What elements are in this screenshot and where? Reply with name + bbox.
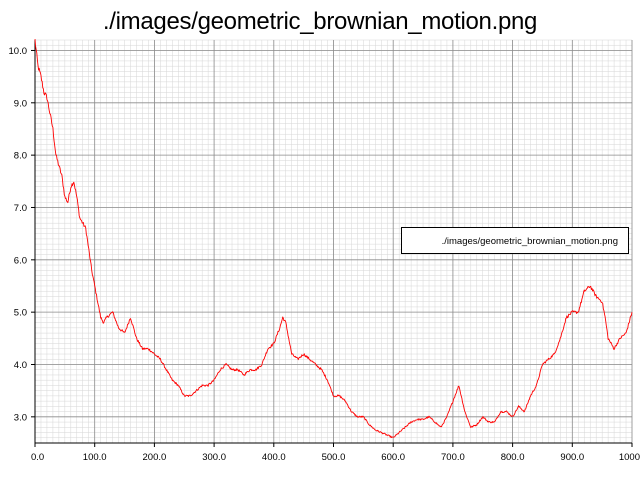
x-tick-label: 600.0 — [381, 452, 405, 463]
y-tick-label: 8.0 — [14, 151, 27, 162]
axis-ticks — [31, 49, 633, 447]
legend-entry: ./images/geometric_brownian_motion.png — [441, 236, 618, 247]
y-tick-label: 6.0 — [14, 255, 27, 266]
x-tick-label: 400.0 — [262, 452, 286, 463]
x-tick-label: 900.0 — [560, 452, 584, 463]
y-tick-label: 10.0 — [9, 46, 28, 57]
x-tick-label: 300.0 — [202, 452, 226, 463]
legend: ./images/geometric_brownian_motion.png — [401, 227, 629, 254]
legend-swatch — [412, 241, 432, 242]
y-tick-label: 7.0 — [14, 203, 27, 214]
series-line — [34, 39, 633, 439]
x-tick-label: 1000 — [619, 452, 640, 463]
x-tick-label: 100.0 — [83, 452, 107, 463]
series-layer — [34, 39, 633, 439]
x-tick-label: 700.0 — [441, 452, 465, 463]
y-tick-label: 4.0 — [14, 360, 27, 371]
chart-title: ./images/geometric_brownian_motion.png — [102, 8, 538, 35]
y-tick-label: 9.0 — [14, 98, 27, 109]
x-tick-label: 500.0 — [322, 452, 346, 463]
y-tick-label: 5.0 — [14, 308, 27, 319]
y-tick-label: 3.0 — [14, 412, 27, 423]
x-tick-label: 800.0 — [501, 452, 525, 463]
x-tick-label: 200.0 — [143, 452, 167, 463]
axis-tick-labels: 0.0 100.0 200.0 300.0 400.0 500.0 600.0 700.0 80… — [9, 46, 640, 463]
x-tick-label: 0.0 — [31, 452, 44, 463]
